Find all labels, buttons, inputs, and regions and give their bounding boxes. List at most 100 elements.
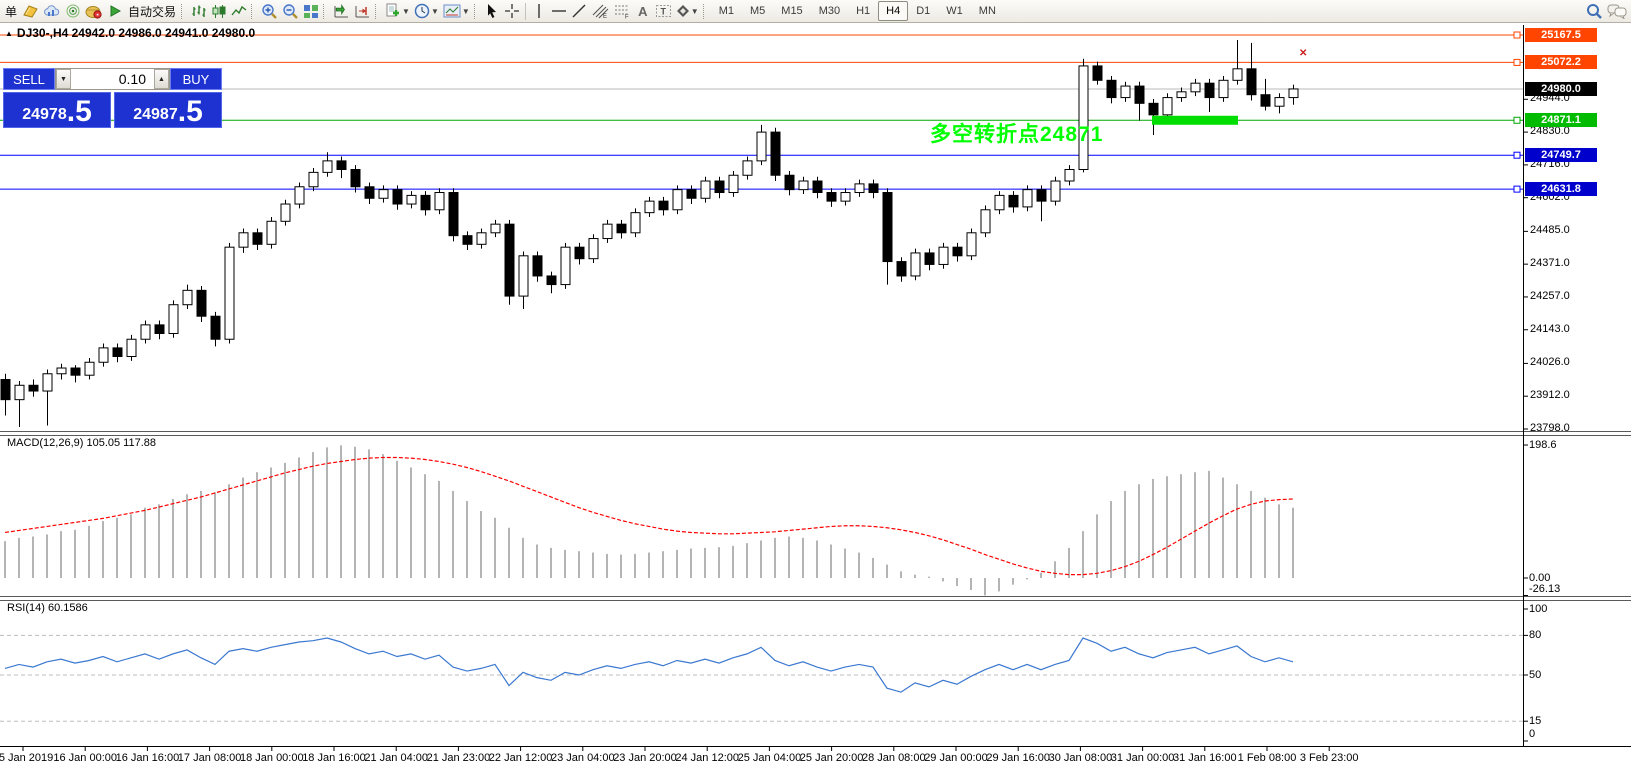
volume-increase-button[interactable]: ▲ bbox=[154, 69, 169, 89]
rsi-axis-label: 15 bbox=[1529, 715, 1542, 728]
fibonacci-icon[interactable]: F bbox=[611, 1, 633, 21]
buy-price-frac: .5 bbox=[177, 95, 203, 128]
vertical-line-icon[interactable] bbox=[529, 1, 549, 21]
candle-body bbox=[210, 315, 221, 340]
candle-body bbox=[1078, 65, 1089, 170]
candle-body bbox=[1050, 180, 1061, 202]
svg-text:T: T bbox=[660, 7, 666, 17]
candle-body bbox=[56, 367, 67, 375]
main-toolbar: 单 自动交易 bbox=[0, 0, 1631, 23]
time-axis-label: 18 Jan 00:00 bbox=[239, 752, 304, 764]
timeframe-w1-button[interactable]: W1 bbox=[946, 5, 963, 17]
trendline-icon[interactable] bbox=[569, 1, 589, 21]
timeframe-d1-button[interactable]: D1 bbox=[916, 5, 931, 17]
chart-shift-icon[interactable] bbox=[352, 1, 373, 21]
text-icon[interactable]: A bbox=[638, 3, 648, 19]
candle-body bbox=[378, 189, 389, 199]
candle-body bbox=[798, 180, 809, 191]
chart-header: ▲ DJ30-,H4 24942.0 24986.0 24941.0 24980… bbox=[5, 26, 255, 40]
time-axis-label: 23 Jan 04:00 bbox=[550, 752, 615, 764]
timeframe-h1-button[interactable]: H1 bbox=[856, 5, 871, 17]
candle-body bbox=[1008, 194, 1019, 208]
new-order-button[interactable]: 单 bbox=[5, 4, 18, 19]
chart-window[interactable]: ▲ DJ30-,H4 24942.0 24986.0 24941.0 24980… bbox=[0, 23, 1631, 769]
candle-body bbox=[84, 361, 95, 376]
price-badge: 24749.7 bbox=[1525, 148, 1597, 163]
time-axis-label: 21 Jan 04:00 bbox=[364, 752, 428, 764]
chat-icon[interactable] bbox=[1605, 1, 1629, 21]
zoom-out-icon[interactable] bbox=[280, 1, 301, 21]
candle-body bbox=[1246, 68, 1257, 96]
price-tick-label: 24371.0 bbox=[1530, 257, 1570, 270]
chart-title: DJ30-,H4 24942.0 24986.0 24941.0 24980.0 bbox=[16, 26, 256, 40]
candle-body bbox=[1022, 189, 1033, 208]
timeframe-h4-button[interactable]: H4 bbox=[878, 1, 909, 21]
candle-body bbox=[714, 180, 725, 194]
channel-icon[interactable]: E bbox=[589, 1, 611, 21]
template-icon[interactable]: ▼ bbox=[441, 1, 472, 21]
candle-body bbox=[910, 252, 921, 277]
sell-price-button[interactable]: 24978.5 bbox=[3, 92, 111, 128]
line-chart-icon[interactable] bbox=[229, 1, 249, 21]
time-axis-label: 22 Jan 12:00 bbox=[488, 752, 553, 764]
highlight-bar bbox=[1152, 115, 1238, 125]
buy-price-button[interactable]: 24987.5 bbox=[114, 92, 222, 128]
candle-body bbox=[938, 246, 949, 265]
auto-trading-button[interactable]: 自动交易 bbox=[128, 4, 177, 19]
buy-button[interactable]: BUY bbox=[170, 68, 222, 90]
candle-body bbox=[294, 186, 305, 205]
shapes-icon[interactable]: ▼ bbox=[674, 1, 701, 21]
book-icon[interactable] bbox=[20, 1, 41, 21]
timeframe-mn-button[interactable]: MN bbox=[978, 5, 996, 17]
signal-icon[interactable] bbox=[63, 1, 83, 21]
candlestick-chart-icon[interactable] bbox=[209, 1, 229, 21]
time-axis-label: 30 Jan 08:00 bbox=[1048, 752, 1113, 764]
candle-body bbox=[1218, 79, 1229, 99]
chart-canvas[interactable] bbox=[0, 23, 1631, 769]
candle-body bbox=[112, 347, 123, 358]
candle-body bbox=[616, 223, 627, 234]
time-axis-label: 31 Jan 16:00 bbox=[1172, 752, 1237, 764]
chart-annotation-text[interactable]: 多空转折点24871 bbox=[930, 123, 1104, 146]
book-icon bbox=[23, 5, 38, 18]
search-icon[interactable] bbox=[1583, 1, 1605, 21]
price-level-marker bbox=[1513, 58, 1521, 66]
volume-input[interactable]: 0.10 bbox=[71, 69, 154, 89]
zoom-in-icon[interactable] bbox=[259, 1, 280, 21]
candle-body bbox=[42, 373, 53, 392]
cursor-icon[interactable] bbox=[482, 1, 502, 21]
auto-scroll-icon[interactable] bbox=[331, 1, 352, 21]
bar-chart-icon[interactable] bbox=[189, 1, 209, 21]
tile-windows-icon[interactable] bbox=[301, 1, 321, 21]
price-badge: 24980.0 bbox=[1525, 81, 1597, 96]
timeframe-m15-button[interactable]: M15 bbox=[781, 5, 803, 17]
candle-body bbox=[140, 324, 151, 340]
period-icon[interactable]: ▼ bbox=[412, 1, 441, 21]
text-label-icon[interactable]: T bbox=[653, 1, 674, 21]
candle-body bbox=[28, 384, 39, 392]
timeframe-m5-button[interactable]: M5 bbox=[750, 5, 766, 17]
volume-decrease-button[interactable]: ▼ bbox=[56, 69, 71, 89]
price-tick-label: 24257.0 bbox=[1530, 289, 1570, 302]
candle-body bbox=[966, 232, 977, 257]
sell-button[interactable]: SELL bbox=[3, 68, 55, 90]
horizontal-line-icon[interactable] bbox=[549, 1, 569, 21]
auto-trading-play-icon[interactable] bbox=[105, 1, 125, 21]
add-indicator-icon[interactable]: ▼ bbox=[383, 1, 412, 21]
one-click-trading-panel: SELL ▼ 0.10 ▲ BUY 24978.5 24987.5 bbox=[3, 68, 222, 128]
candle-body bbox=[854, 183, 865, 194]
market-icon[interactable] bbox=[83, 1, 105, 21]
time-axis-label: 31 Jan 00:00 bbox=[1110, 752, 1175, 764]
candle-body bbox=[770, 131, 781, 176]
candle-body bbox=[0, 379, 11, 401]
price-level-marker bbox=[1513, 116, 1521, 124]
candle-body bbox=[588, 238, 599, 260]
price-level-marker bbox=[1513, 185, 1521, 193]
timeframe-m30-button[interactable]: M30 bbox=[818, 5, 841, 17]
timeframe-m1-button[interactable]: M1 bbox=[718, 5, 734, 17]
candle-body bbox=[196, 289, 207, 317]
crosshair-icon[interactable] bbox=[502, 1, 522, 21]
charts-cloud-icon[interactable] bbox=[41, 1, 63, 21]
candle-body bbox=[1190, 82, 1201, 93]
